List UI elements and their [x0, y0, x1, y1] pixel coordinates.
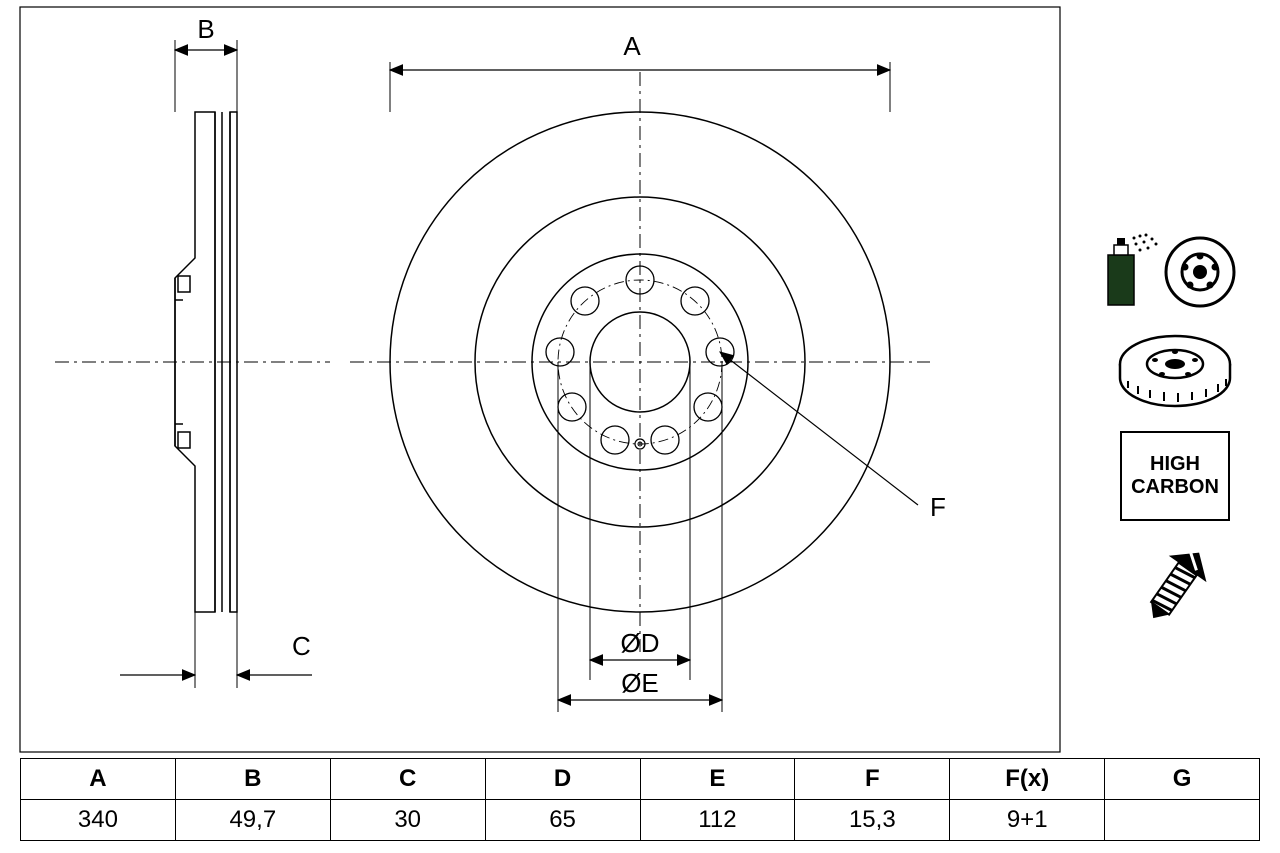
col-header: B — [175, 759, 330, 800]
cell: 15,3 — [795, 800, 950, 841]
col-header: C — [330, 759, 485, 800]
coated-icon — [1100, 230, 1250, 310]
col-header: F — [795, 759, 950, 800]
front-view: F A ØD ØE — [350, 31, 946, 712]
col-header: D — [485, 759, 640, 800]
col-header: G — [1105, 759, 1260, 800]
cell — [1105, 800, 1260, 841]
feature-icons: HIGH CARBON — [1090, 230, 1260, 634]
spec-table: A B C D E F F(x) G 340 49,7 30 65 112 15… — [20, 758, 1260, 841]
cell: 49,7 — [175, 800, 330, 841]
side-view: B C — [55, 14, 330, 688]
cell: 30 — [330, 800, 485, 841]
cell: 9+1 — [950, 800, 1105, 841]
high-carbon-line1: HIGH — [1150, 453, 1200, 476]
table-header-row: A B C D E F F(x) G — [21, 759, 1260, 800]
label-c: C — [292, 631, 311, 661]
vented-disc-icon — [1110, 328, 1240, 413]
label-a: A — [623, 31, 641, 61]
cell: 340 — [21, 800, 176, 841]
label-d: ØD — [621, 628, 660, 658]
screw-included-icon — [1120, 539, 1230, 634]
table-row: 340 49,7 30 65 112 15,3 9+1 — [21, 800, 1260, 841]
label-e: ØE — [621, 668, 659, 698]
cell: 65 — [485, 800, 640, 841]
col-header: F(x) — [950, 759, 1105, 800]
high-carbon-line2: CARBON — [1131, 476, 1219, 499]
cell: 112 — [640, 800, 795, 841]
high-carbon-badge: HIGH CARBON — [1120, 431, 1230, 521]
technical-drawing: F A ØD ØE — [0, 0, 1080, 760]
col-header: E — [640, 759, 795, 800]
label-f: F — [930, 492, 946, 522]
label-b: B — [197, 14, 214, 44]
col-header: A — [21, 759, 176, 800]
